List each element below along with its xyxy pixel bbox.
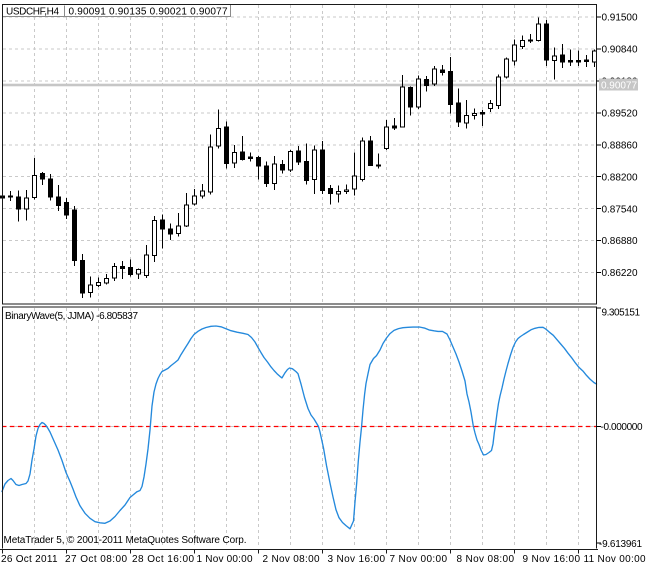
svg-text:USDCHF,H4: USDCHF,H4 — [6, 7, 59, 18]
svg-text:28 Oct 16:00: 28 Oct 16:00 — [132, 554, 194, 565]
svg-text:-0.000000: -0.000000 — [601, 422, 643, 433]
svg-text:26 Oct 2011: 26 Oct 2011 — [1, 554, 58, 565]
svg-text:9 Nov 16:00: 9 Nov 16:00 — [523, 554, 581, 565]
svg-text:3 Nov 16:00: 3 Nov 16:00 — [328, 554, 386, 565]
svg-text:0.91500: 0.91500 — [602, 13, 638, 24]
svg-text:0.90091 0.90135 0.90021 0.9007: 0.90091 0.90135 0.90021 0.90077 — [69, 7, 228, 18]
svg-text:BinaryWave(5, JJMA) -6.805837: BinaryWave(5, JJMA) -6.805837 — [5, 311, 138, 322]
svg-text:27 Oct 08:00: 27 Oct 08:00 — [65, 554, 127, 565]
svg-text:0.87540: 0.87540 — [602, 204, 638, 215]
svg-text:2 Nov 08:00: 2 Nov 08:00 — [263, 554, 320, 565]
svg-text:0.86220: 0.86220 — [602, 268, 638, 279]
svg-text:7 Nov 00:00: 7 Nov 00:00 — [390, 554, 448, 565]
svg-text:MetaTrader 5, © 2001-2011 Meta: MetaTrader 5, © 2001-2011 MetaQuotes Sof… — [4, 535, 247, 546]
svg-text:0.86880: 0.86880 — [602, 236, 638, 247]
svg-text:9.305151: 9.305151 — [602, 308, 641, 319]
svg-text:0.88860: 0.88860 — [602, 140, 638, 151]
svg-text:0.90077: 0.90077 — [601, 81, 637, 92]
svg-text:0.88200: 0.88200 — [602, 172, 638, 183]
svg-text:-9.613961: -9.613961 — [599, 539, 642, 550]
svg-text:8 Nov 08:00: 8 Nov 08:00 — [457, 554, 515, 565]
svg-text:11 Nov 00:00: 11 Nov 00:00 — [584, 554, 646, 565]
svg-text:1 Nov 00:00: 1 Nov 00:00 — [197, 554, 253, 565]
svg-text:0.89520: 0.89520 — [602, 108, 638, 119]
svg-text:0.90840: 0.90840 — [602, 45, 638, 56]
